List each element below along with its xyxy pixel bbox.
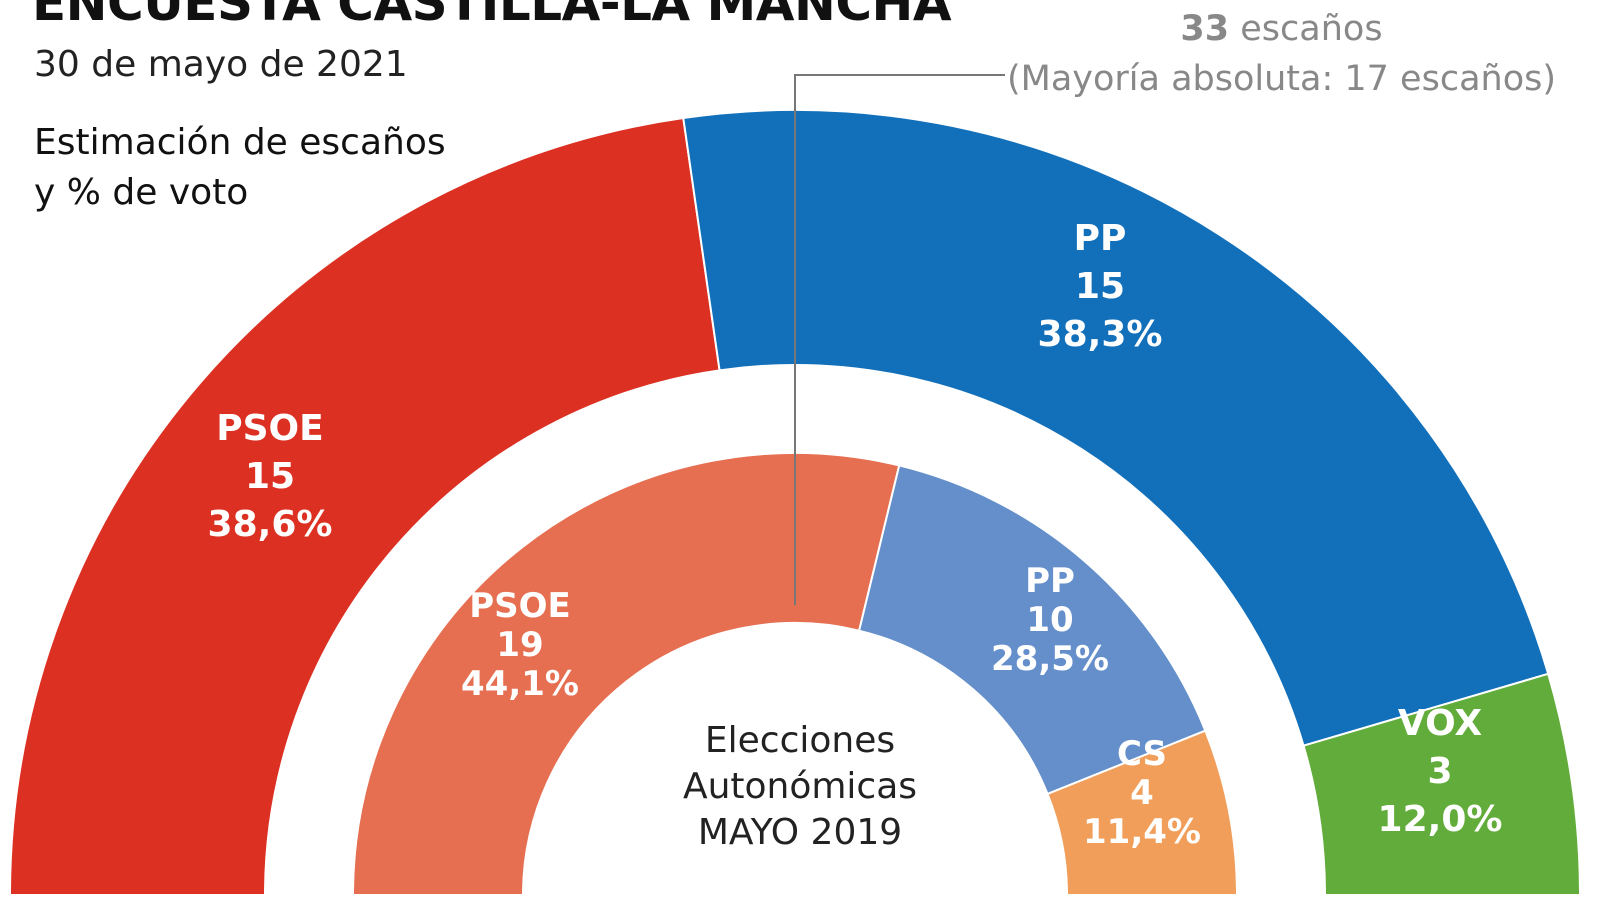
total-seats-note: 33 escaños (Mayoría absoluta: 17 escaños…	[1007, 4, 1556, 104]
total-seats-line: 33 escaños	[1007, 4, 1556, 54]
segment-2019-cs	[1046, 729, 1239, 896]
label-estimate-psoe-party-name: PSOE	[216, 408, 324, 449]
label-2019-pp-party-name: PP	[1025, 561, 1075, 601]
segment-2019-psoe	[351, 452, 901, 896]
label-estimate-pp-vote: 38,3%	[1038, 314, 1163, 355]
total-seats-number: 33	[1180, 9, 1230, 49]
label-estimate-psoe-seats: 15	[245, 456, 295, 497]
label-estimate-pp-party-name: PP	[1074, 218, 1127, 259]
label-estimate-vox-vote: 12,0%	[1378, 799, 1503, 840]
label-2019-cs-seats: 4	[1130, 773, 1154, 813]
label-estimate-vox-seats: 3	[1427, 751, 1452, 792]
label-estimate-psoe-vote: 38,6%	[208, 504, 333, 545]
chart-subtitle: Estimación de escaños y % de voto	[34, 118, 474, 218]
label-2019-pp-seats: 10	[1026, 600, 1073, 640]
label-estimate-vox-party-name: VOX	[1398, 703, 1483, 744]
label-2019-cs-vote: 11,4%	[1083, 812, 1201, 852]
center-label-line-1: Elecciones	[705, 720, 895, 761]
total-seats-word: escaños	[1240, 9, 1383, 49]
label-2019-cs-party-name: CS	[1117, 734, 1167, 774]
segment-estimate-vox	[1302, 672, 1582, 896]
label-estimate-pp-seats: 15	[1075, 266, 1125, 307]
center-label-line-3: MAYO 2019	[698, 812, 902, 853]
majority-note: (Mayoría absoluta: 17 escaños)	[1006, 59, 1556, 99]
label-2019-psoe-seats: 19	[496, 625, 543, 665]
majority-leader-line	[794, 74, 1005, 605]
chart-title: ENCUESTA CASTILLA-LA MANCHA	[32, 0, 952, 32]
label-2019-pp-vote: 28,5%	[991, 639, 1109, 679]
center-label-line-2: Autonómicas	[683, 766, 917, 807]
label-2019-psoe-vote: 44,1%	[461, 664, 579, 704]
subtitle-line-2: y % de voto	[34, 172, 249, 213]
subtitle-line-1: Estimación de escaños	[34, 122, 446, 163]
segment-estimate-psoe	[8, 116, 721, 896]
segment-estimate-pp	[682, 109, 1550, 747]
chart-date: 30 de mayo de 2021	[34, 44, 408, 85]
label-2019-psoe-party-name: PSOE	[469, 586, 571, 626]
segment-2019-pp	[857, 464, 1207, 796]
